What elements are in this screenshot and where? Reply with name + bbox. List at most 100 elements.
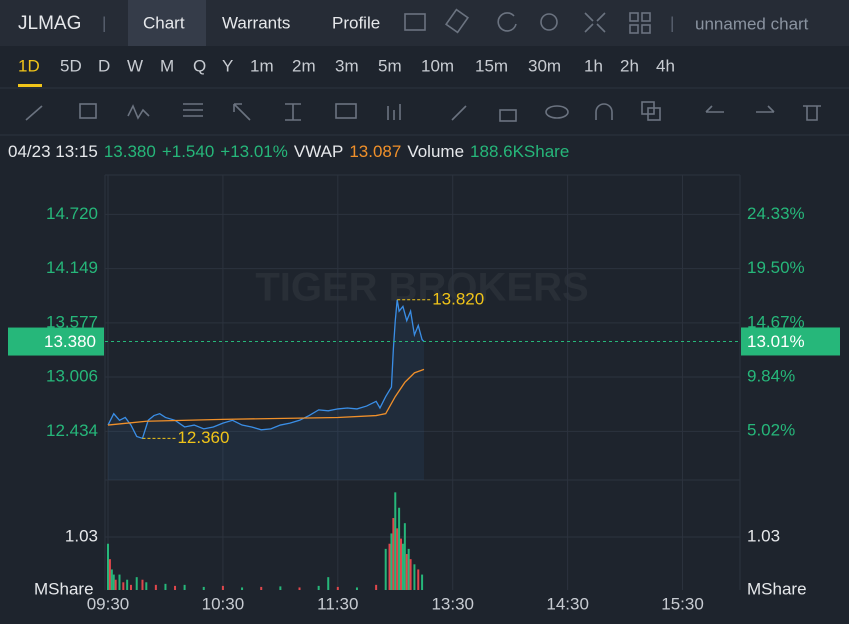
low-label: 12.360 (177, 428, 229, 447)
timeframe[interactable]: 2m (292, 56, 316, 75)
volume-bar (401, 543, 404, 590)
timeframe[interactable]: 15m (475, 56, 508, 75)
volume-bar (154, 584, 157, 590)
timeframe[interactable]: Q (193, 56, 206, 75)
timeframe[interactable]: 10m (421, 56, 454, 75)
volume-bar (336, 586, 339, 590)
x-tick-label: 15:30 (661, 594, 704, 613)
info-price: 13.380 (104, 142, 156, 161)
y2-tick-label: 5.02% (747, 421, 795, 440)
x-tick-label: 13:30 (431, 594, 474, 613)
drawing-toolbar[interactable] (25, 101, 821, 122)
volume-bar (118, 574, 121, 590)
timeframe[interactable]: 2h (620, 56, 639, 75)
info-vwap-label: VWAP (294, 142, 343, 161)
info-volume-label: Volume (407, 142, 464, 161)
volume-bar (405, 554, 408, 590)
volume-bar (122, 582, 125, 590)
active-tab-bg (128, 0, 206, 46)
volume-tick-label: 1.03 (65, 527, 98, 546)
y2-tick-label: 24.33% (747, 204, 805, 223)
timeframe[interactable]: W (127, 56, 143, 75)
info-datetime: 04/23 13:15 (8, 142, 98, 161)
volume-bar (384, 548, 387, 590)
volume-bar (317, 585, 320, 590)
y2-tick-label: 14.67% (747, 312, 805, 331)
last-pct-box (741, 327, 840, 356)
timeframe-bar: 1D 5D D W M Q Y 1m 2m 3m 5m 10m 15m 30m 1h 2h 4h (18, 56, 675, 87)
tab[interactable]: Profile (332, 13, 380, 32)
volume-bar (112, 574, 115, 590)
volume-unit: MShare (34, 579, 94, 598)
y2-tick-label: 19.50% (747, 258, 805, 277)
volume-bar (110, 569, 113, 590)
volume-unit: MShare (747, 579, 807, 598)
volume-bar (298, 587, 301, 590)
y-tick-label: 14.720 (46, 204, 98, 223)
volume-bar (392, 518, 395, 590)
timeframe[interactable]: 4h (656, 56, 675, 75)
high-label: 13.820 (432, 289, 484, 308)
chart-name[interactable]: unnamed chart (695, 14, 809, 33)
x-tick-label: 09:30 (87, 594, 130, 613)
volume-bar (390, 533, 393, 590)
header-icons[interactable] (404, 8, 651, 34)
info-volume: 188.6KShare (470, 142, 569, 161)
volume-bar (221, 585, 224, 590)
timeframe[interactable]: 3m (335, 56, 359, 75)
volume-bar (126, 579, 129, 590)
volume-bar (114, 579, 117, 590)
timeframe[interactable]: 1D (18, 56, 40, 75)
volume-bar (396, 528, 399, 590)
volume-bar (388, 543, 391, 590)
volume-bar (409, 559, 412, 590)
x-tick-label: 11:30 (317, 594, 358, 613)
volume-bar (141, 579, 144, 590)
volume-bar (375, 584, 378, 590)
volume-bar (260, 586, 263, 590)
timeframe[interactable]: 30m (528, 56, 561, 75)
volume-bar (108, 559, 111, 590)
volume-bar (135, 577, 138, 590)
timeframe[interactable]: 1h (584, 56, 603, 75)
volume-bar (398, 507, 401, 590)
timeframe[interactable]: 5D (60, 56, 82, 75)
y-tick-label: 12.434 (46, 421, 98, 440)
volume-bar (413, 564, 416, 590)
timeframe[interactable]: D (98, 56, 110, 75)
volume-bar (407, 548, 410, 590)
volume-bar (129, 584, 132, 590)
tab[interactable]: Warrants (222, 13, 290, 32)
info-change: +1.540 (162, 142, 214, 161)
volume-bar (355, 587, 358, 590)
timeframe[interactable]: Y (222, 56, 233, 75)
info-line: 04/23 13:15 13.380 +1.540 +13.01% VWAP 13.087… (8, 142, 569, 161)
timeframe[interactable]: 5m (378, 56, 402, 75)
last-price-box (8, 327, 104, 356)
x-tick-label: 10:30 (202, 594, 245, 613)
separator: | (102, 13, 106, 32)
timeframe[interactable]: M (160, 56, 174, 75)
info-vwap: 13.087 (349, 142, 401, 161)
info-change-pct: +13.01% (220, 142, 288, 161)
separator: | (670, 13, 674, 32)
volume-bar (403, 523, 406, 590)
y-tick-label: 13.577 (46, 312, 98, 331)
volume-bar (279, 586, 282, 590)
watermark: TIGER BROKERS (255, 266, 588, 310)
vwap-line (107, 368, 425, 426)
price-line (107, 299, 425, 440)
tab[interactable]: Chart (143, 13, 185, 32)
volume-bar (202, 586, 205, 590)
volume-bar (241, 587, 244, 590)
y2-tick-label: 9.84% (747, 367, 795, 386)
x-tick-label: 14:30 (546, 594, 589, 613)
volume-bar (394, 492, 397, 590)
timeframe-underline (18, 84, 42, 87)
volume-bar (421, 574, 424, 590)
timeframe[interactable]: 1m (250, 56, 274, 75)
y-tick-label: 14.149 (46, 258, 98, 277)
volume-bar (183, 584, 186, 590)
